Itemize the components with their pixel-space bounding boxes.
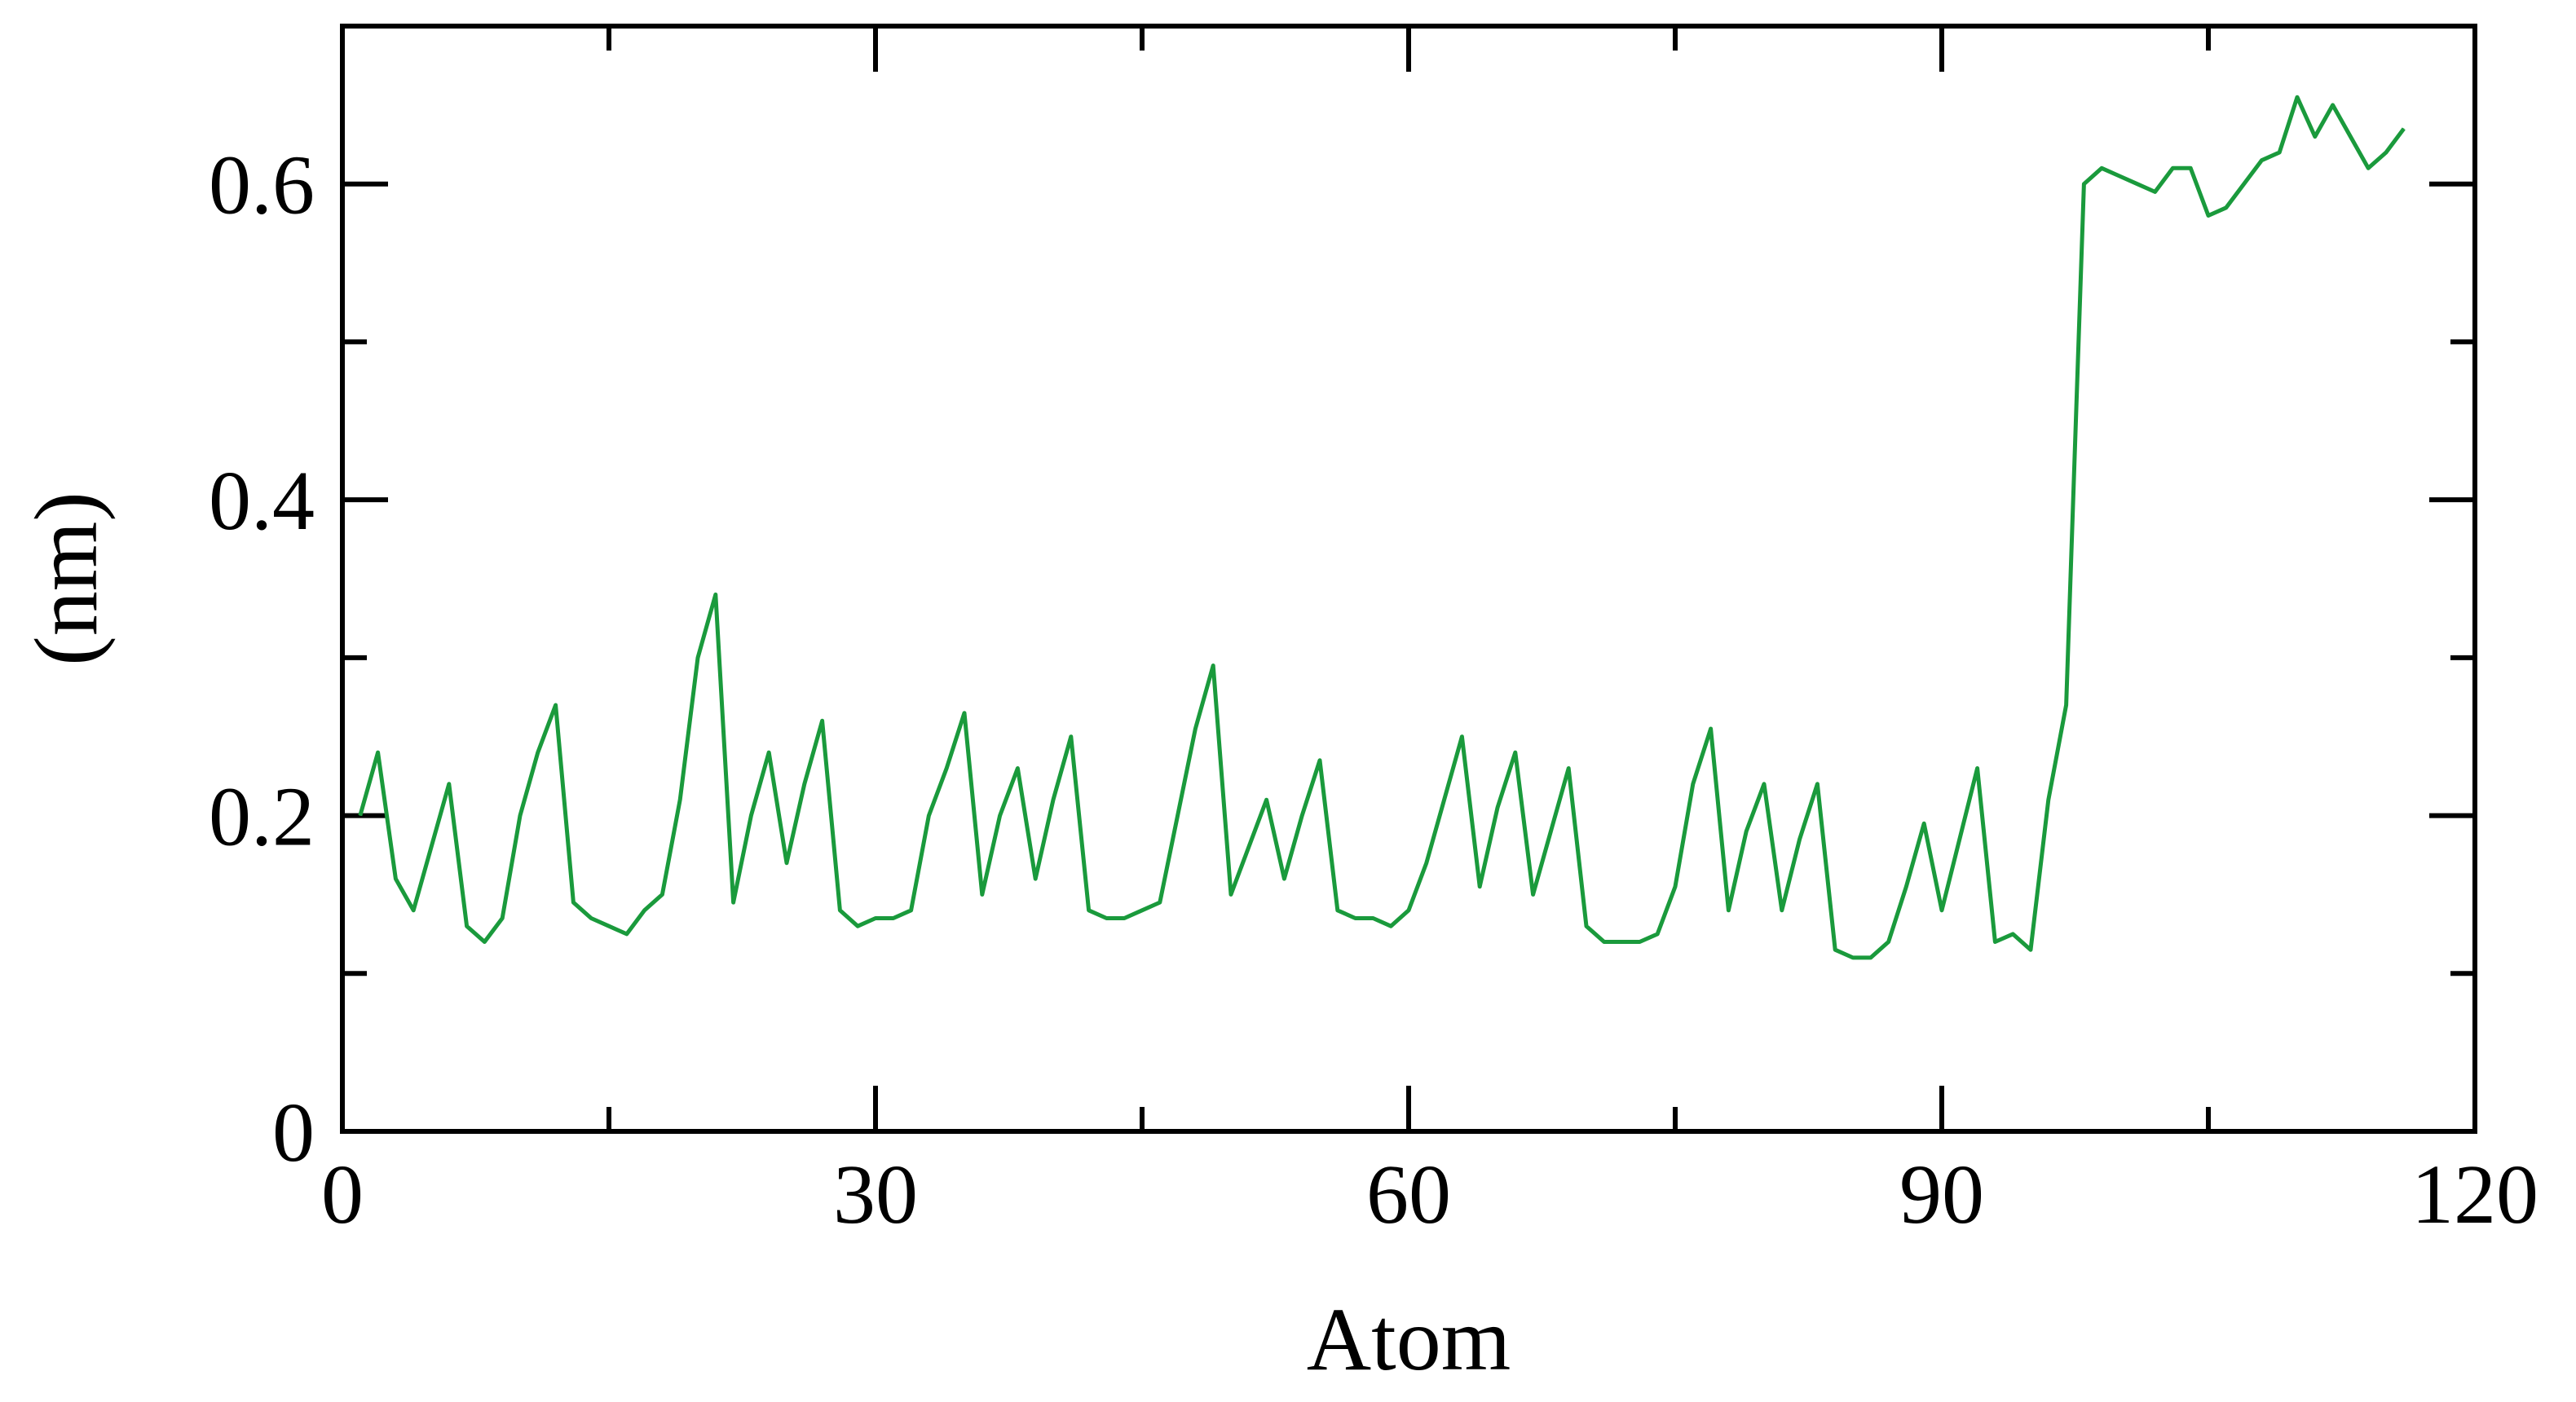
data-point (466, 925, 468, 927)
data-point (448, 783, 450, 785)
data-point (999, 815, 1001, 817)
data-point (2367, 167, 2369, 169)
data-point (1568, 768, 1569, 769)
data-point (1586, 925, 1587, 927)
data-point (626, 933, 628, 935)
y-axis-label: (nm) (16, 492, 116, 666)
data-point (1283, 878, 1285, 880)
data-point (1994, 941, 1996, 942)
data-point (1248, 846, 1250, 848)
data-point (359, 815, 361, 817)
data-point (1852, 957, 1854, 959)
data-point (1799, 839, 1801, 840)
x-tick-label: 0 (321, 1148, 364, 1241)
data-point (768, 752, 770, 753)
data-point (2349, 136, 2351, 138)
data-point (1888, 941, 1890, 942)
data-point (697, 657, 699, 659)
data-point (1656, 933, 1658, 935)
data-point (1301, 815, 1303, 817)
data-point (519, 815, 521, 817)
data-point (2385, 152, 2387, 153)
data-point (2172, 167, 2173, 169)
x-tick-label: 30 (833, 1148, 918, 1241)
data-point (1390, 925, 1392, 927)
data-point (750, 815, 752, 817)
data-point (2243, 183, 2245, 185)
data-point (1923, 822, 1925, 824)
data-point (981, 893, 983, 895)
data-point (715, 593, 717, 595)
data-point (1763, 783, 1765, 785)
plot-frame (340, 24, 2477, 1134)
data-point (1426, 862, 1427, 864)
data-point (1959, 839, 1961, 840)
x-tick-label: 120 (2411, 1148, 2539, 1241)
data-point (733, 902, 734, 903)
data-point (1034, 878, 1036, 880)
data-point (537, 752, 539, 753)
x-axis-label: Atom (1307, 1290, 1511, 1389)
data-point (2314, 136, 2316, 138)
data-point (2278, 152, 2280, 153)
data-point (377, 752, 379, 753)
data-point (2066, 704, 2067, 706)
y-tick-label: 0.2 (209, 770, 315, 864)
x-tick-label: 60 (1366, 1148, 1451, 1241)
data-point (804, 783, 805, 785)
data-point (2332, 104, 2334, 106)
data-point (1105, 918, 1107, 919)
data-point (2296, 96, 2298, 98)
data-point (1639, 941, 1640, 942)
data-point (572, 902, 574, 903)
data-point (1230, 893, 1232, 895)
data-point (1692, 783, 1694, 785)
tick-labels: 0 30 60 90 120 0 0.2 0.4 0.6 (209, 139, 2539, 1241)
data-point (1123, 918, 1125, 919)
data-point (1212, 665, 1214, 666)
data-point (608, 925, 610, 927)
series-layer (358, 95, 2406, 960)
data-point (1194, 728, 1196, 730)
y-tick-label: 0.4 (209, 454, 315, 548)
data-point (483, 941, 485, 942)
data-point (2225, 207, 2227, 209)
data-point (1621, 941, 1623, 942)
data-point (1372, 918, 1374, 919)
data-point (1355, 918, 1356, 919)
data-point (1977, 768, 1978, 769)
data-point (430, 846, 432, 848)
data-point (1674, 886, 1676, 888)
data-point (2208, 215, 2209, 216)
y-tick-label: 0.6 (209, 139, 315, 232)
data-point (1905, 886, 1907, 888)
data-point (1816, 783, 1818, 785)
data-point (1159, 902, 1161, 903)
data-point (1870, 957, 1872, 959)
data-point (2190, 167, 2191, 169)
data-point (946, 768, 947, 769)
data-point (1017, 768, 1018, 769)
data-point (2403, 128, 2405, 130)
data-point (1710, 728, 1712, 730)
data-point (2012, 933, 2014, 935)
data-point (1603, 941, 1605, 942)
data-point (2119, 175, 2120, 177)
data-point (590, 918, 592, 919)
data-point (964, 712, 965, 714)
data-point (555, 704, 557, 706)
tick-marks (340, 26, 2477, 1134)
data-point (395, 878, 396, 880)
data-point (501, 918, 503, 919)
data-point (661, 893, 663, 895)
data-point (1070, 736, 1072, 738)
y-tick-label: 0 (272, 1086, 315, 1179)
data-point (1319, 760, 1321, 761)
x-tick-label: 90 (1899, 1148, 1984, 1241)
data-point (2261, 160, 2262, 161)
series-line (358, 95, 2406, 960)
data-point (1177, 815, 1179, 817)
